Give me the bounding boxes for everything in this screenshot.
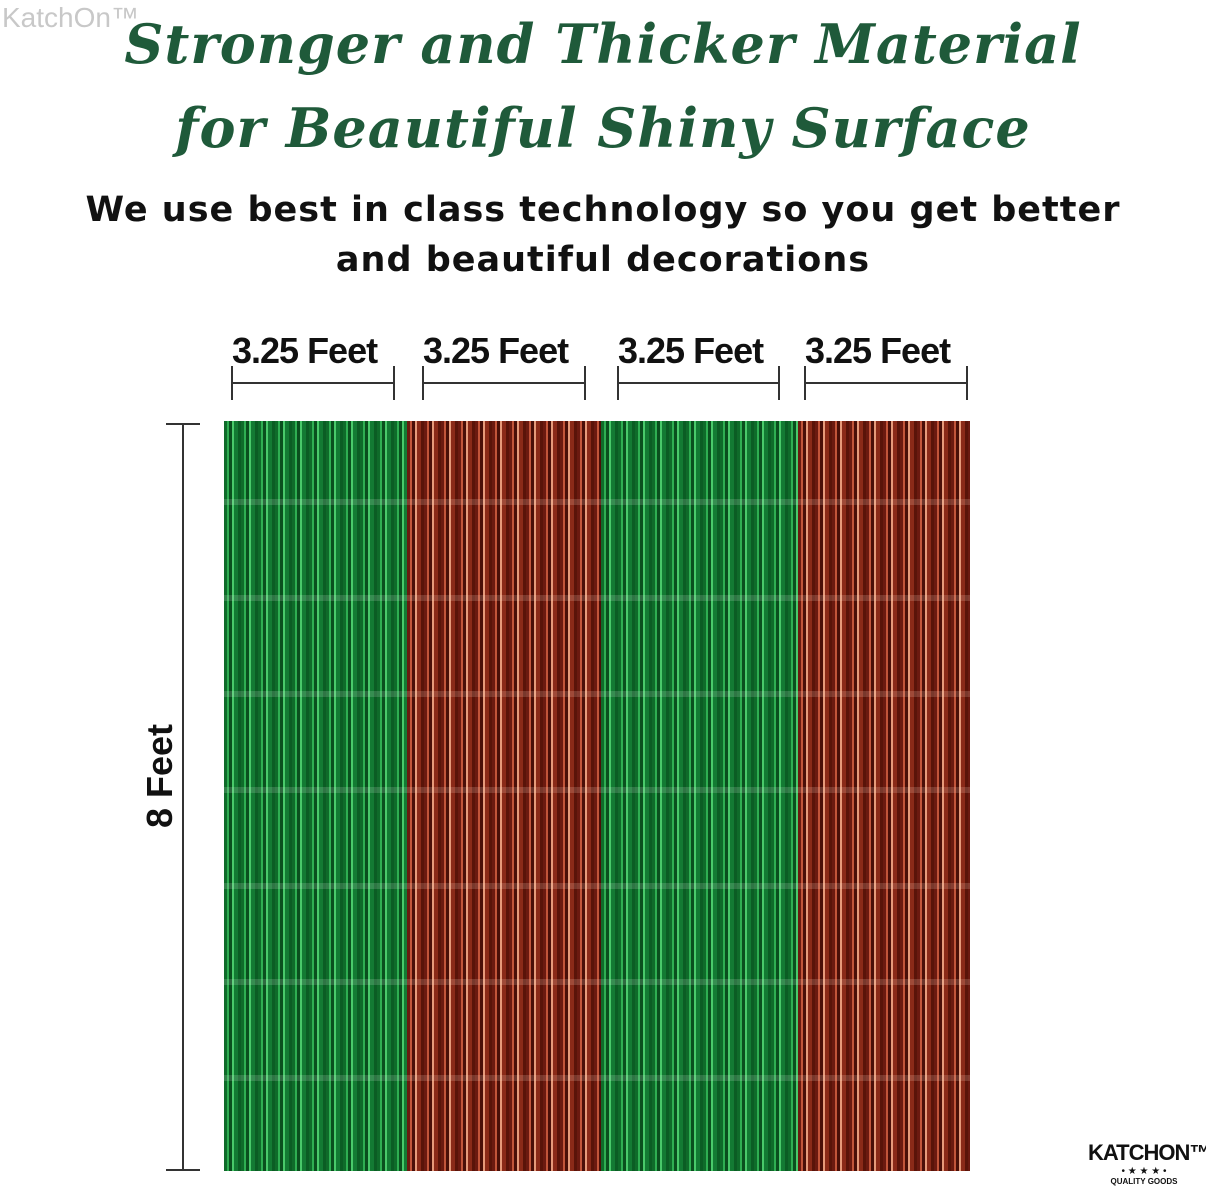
brand-logo: KATCHON™ • ★ ★ ★ • QUALITY GOODS [1088,1140,1206,1186]
curtain-panel-copper-2 [798,421,970,1171]
height-bracket-top [166,423,200,425]
headline-line-1: Stronger and Thicker Material [124,12,1082,76]
curtain-panel-green-1 [224,421,407,1171]
curtain-panel-green-2 [601,421,798,1171]
width-label-1: 3.25 Feet [232,330,378,371]
width-bracket-2 [422,366,586,400]
height-bracket-bottom [166,1169,200,1171]
width-bracket-3 [617,366,780,400]
subheadline-line-2: and beautiful decorations [335,240,871,280]
height-label: 8 Feet [139,723,180,829]
subheadline-line-1: We use best in class technology so you g… [85,190,1121,230]
logo-stars: • ★ ★ ★ • [1121,1166,1167,1177]
headline-line-2: for Beautiful Shiny Surface [175,96,1031,160]
width-bracket-1 [231,366,395,400]
width-label-2: 3.25 Feet [423,330,569,371]
height-bracket [182,423,184,1170]
width-label-3: 3.25 Feet [618,330,764,371]
curtain-panel-copper-1 [407,421,601,1171]
width-bracket-4 [804,366,968,400]
width-label-4: 3.25 Feet [805,330,951,371]
watermark: KatchOn™ [2,2,139,33]
logo-tagline: QUALITY GOODS [1110,1177,1178,1186]
logo-name: KATCHON™ [1088,1140,1206,1165]
